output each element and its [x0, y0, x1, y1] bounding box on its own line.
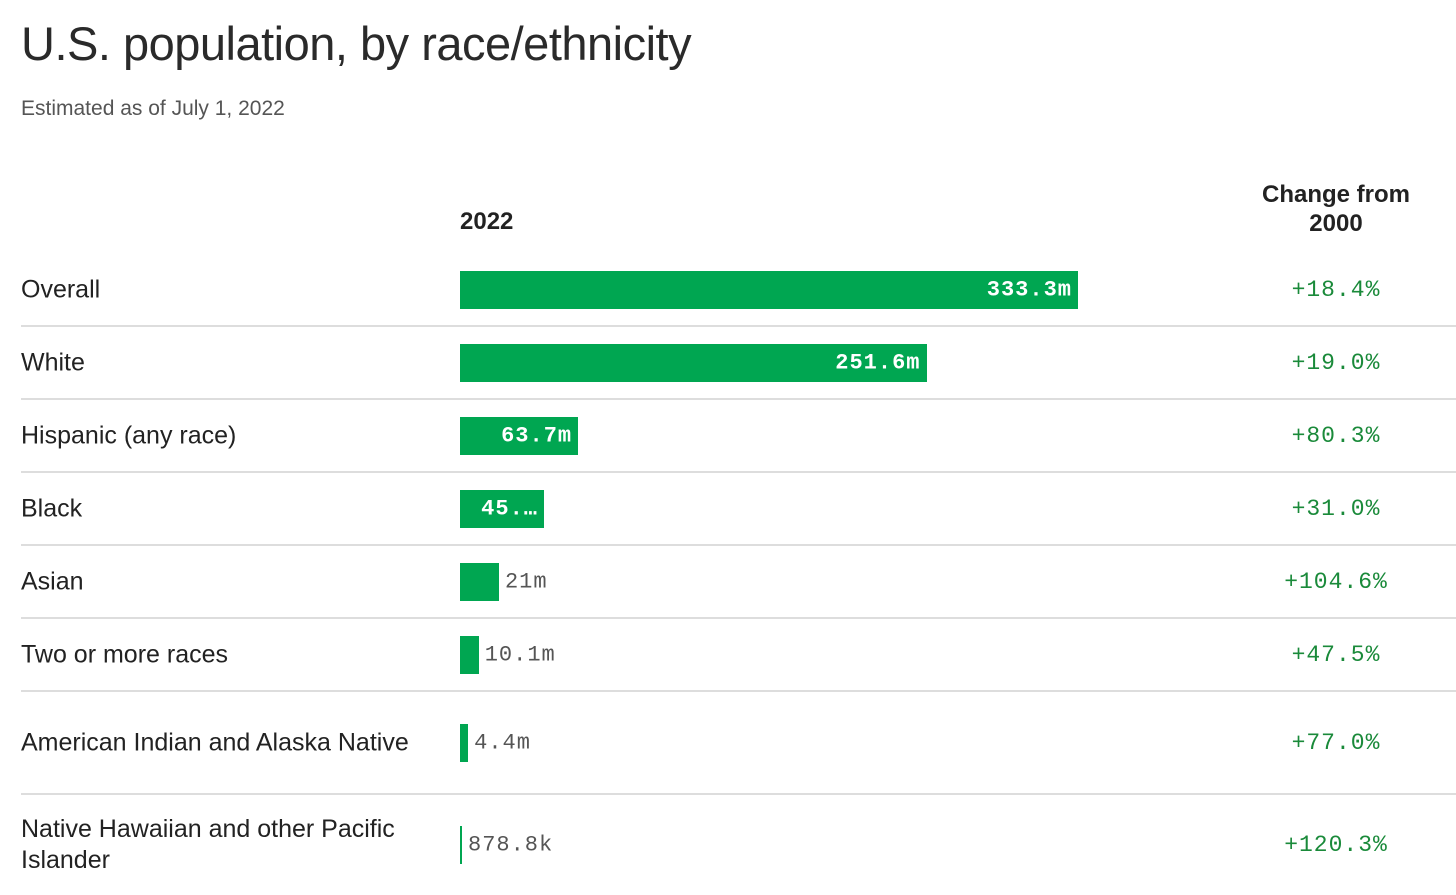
value-label: 10.1m: [484, 642, 556, 667]
value-label: 21m: [504, 569, 548, 594]
change-label: +18.4%: [1291, 277, 1381, 303]
bar: [460, 343, 927, 382]
value-label: 333.3m: [986, 277, 1072, 303]
value-label: 4.4m: [474, 730, 531, 755]
bar: [460, 635, 479, 674]
change-label: +19.0%: [1291, 349, 1381, 376]
value-label: 63.7m: [501, 423, 573, 448]
category-label: Overall: [21, 275, 101, 304]
column-header-change: Change from 2000: [1261, 181, 1410, 237]
category-label: Black: [21, 494, 83, 522]
change-label: +80.3%: [1291, 422, 1381, 449]
table-row: White 251.6m +19.0%: [21, 327, 1456, 400]
table-row: Hispanic (any race) 63.7m +80.3%: [21, 400, 1456, 473]
change-label: +31.0%: [1291, 495, 1381, 522]
change-label: +120.3%: [1284, 832, 1388, 858]
bar: [460, 271, 1078, 309]
bar: [460, 826, 462, 864]
change-label: +47.5%: [1291, 641, 1381, 668]
bar: [460, 416, 579, 455]
chart-rows: Overall 333.3m +18.4% White 251.6m +19.0% Hisp…: [0, 255, 1456, 895]
category-label: Asian: [21, 567, 84, 595]
chart-subtitle: Estimated as of July 1, 2022: [21, 97, 285, 120]
bar: [460, 562, 499, 601]
table-row: Native Hawaiian and other Pacific Island…: [21, 795, 1456, 895]
category-label: American Indian and Alaska Native: [21, 728, 409, 756]
value-label: 251.6m: [835, 350, 921, 375]
value-label: 45.…: [481, 496, 538, 521]
bar: [460, 489, 544, 528]
category-label: Hispanic (any race): [21, 421, 237, 449]
category-label: Native Hawaiian and other Pacific Island…: [21, 815, 395, 874]
table-row: Overall 333.3m +18.4%: [21, 255, 1456, 327]
category-label: White: [21, 348, 85, 376]
change-label: +77.0%: [1291, 729, 1381, 756]
change-label: +104.6%: [1284, 568, 1388, 595]
table-row: Black 45.… +31.0%: [21, 473, 1456, 546]
category-label: Two or more races: [21, 640, 229, 668]
table-row: Two or more races 10.1m +47.5%: [21, 619, 1456, 692]
value-label: 878.8k: [468, 832, 554, 858]
table-row: Asian 21m +104.6%: [21, 546, 1456, 619]
chart-title: U.S. population, by race/ethnicity: [21, 17, 692, 70]
column-header-2022: 2022: [460, 208, 514, 235]
table-row: American Indian and Alaska Native 4.4m +77…: [21, 692, 1456, 795]
bar: [460, 723, 469, 762]
